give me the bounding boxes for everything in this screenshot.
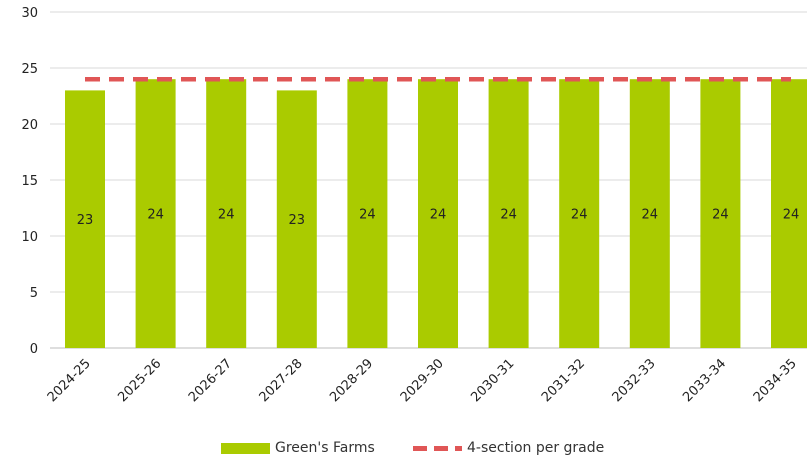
legend: Green's Farms 4-section per grade: [0, 437, 807, 459]
legend-swatch-line: [413, 445, 462, 451]
y-tick-label: 30: [21, 6, 38, 21]
bar: [206, 79, 247, 348]
data-label: 24: [218, 208, 235, 223]
y-tick-label: 25: [21, 62, 38, 77]
x-tick-label: 2029-30: [398, 356, 447, 405]
x-tick-label: 2025-26: [115, 356, 164, 405]
bar: [771, 79, 807, 348]
x-tick-label: 2027-28: [257, 356, 306, 405]
data-label: 24: [359, 208, 376, 223]
bar: [418, 79, 458, 348]
data-labels: 23 24 24 23 24 24 24 24 24 24 24: [77, 208, 800, 229]
x-tick-label: 2031-32: [539, 356, 588, 405]
x-tick-label: 2024-25: [45, 356, 94, 405]
bar: [700, 79, 741, 348]
data-label: 23: [77, 213, 94, 228]
bar: [559, 79, 600, 348]
x-tick-label: 2030-31: [468, 356, 517, 405]
data-label: 24: [147, 208, 164, 223]
x-tick-label: 2034-35: [751, 356, 800, 405]
data-label: 24: [500, 208, 517, 223]
bar: [135, 79, 176, 348]
x-axis-ticks: 2024-25 2025-26 2026-27 2027-28 2028-29 2029-…: [45, 356, 800, 405]
legend-label-bar: Green's Farms: [275, 440, 375, 456]
bar: [276, 90, 317, 349]
data-label: 24: [712, 208, 729, 223]
data-label: 24: [642, 208, 659, 223]
data-label: 23: [289, 213, 306, 228]
data-label: 24: [430, 208, 447, 223]
y-tick-label: 0: [30, 342, 38, 357]
y-tick-label: 10: [21, 230, 38, 245]
bar: [629, 79, 670, 348]
data-label: 24: [783, 208, 800, 223]
legend-item-line: 4-section per grade: [413, 437, 604, 459]
legend-item-bar: Green's Farms: [221, 437, 375, 459]
y-tick-label: 20: [21, 118, 38, 133]
y-tick-label: 5: [30, 286, 38, 301]
bar: [65, 90, 105, 349]
x-tick-label: 2033-34: [680, 356, 729, 405]
x-tick-label: 2026-27: [186, 356, 235, 405]
bar: [488, 79, 529, 348]
bars: [65, 79, 807, 349]
legend-swatch-bar: [221, 442, 270, 454]
y-axis-ticks: 0 5 10 15 20 25 30: [21, 6, 38, 357]
x-tick-label: 2032-33: [610, 356, 659, 405]
data-label: 24: [571, 208, 588, 223]
y-tick-label: 15: [21, 174, 38, 189]
x-tick-label: 2028-29: [327, 356, 376, 405]
legend-label-line: 4-section per grade: [467, 440, 605, 456]
bar: [347, 79, 388, 348]
